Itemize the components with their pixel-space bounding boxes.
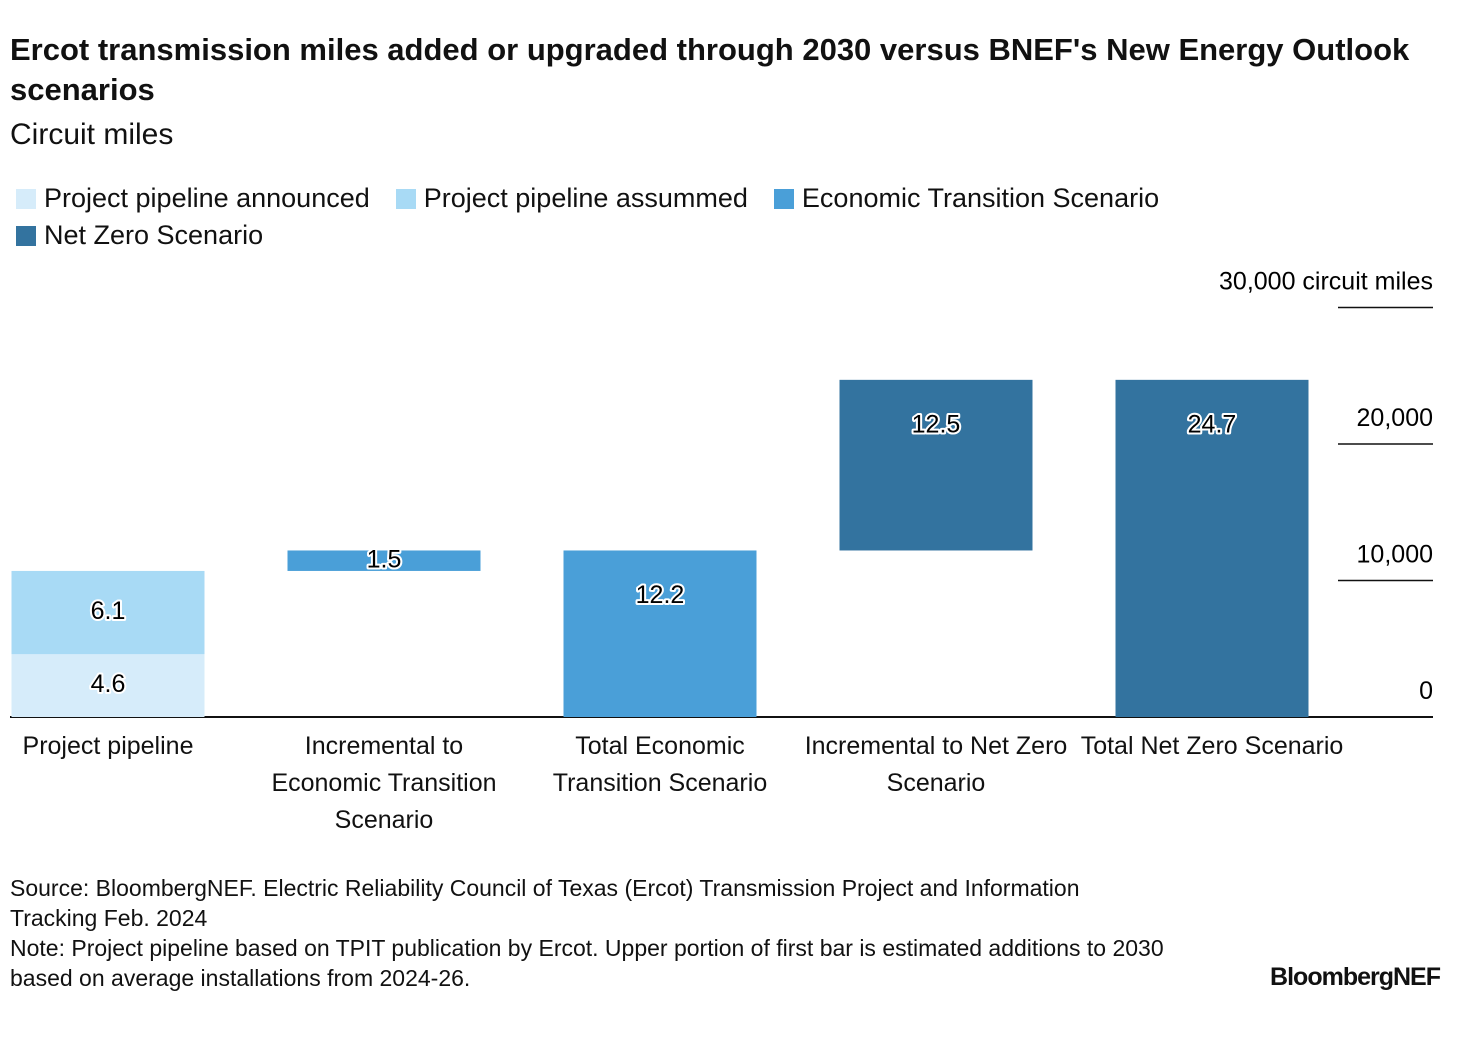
data-label: 4.6 <box>91 670 126 698</box>
x-tick-label: Total Economic Transition Scenario <box>552 732 768 797</box>
data-label: 6.1 <box>91 597 126 625</box>
bar <box>11 570 205 655</box>
bar <box>1115 379 1309 717</box>
y-tick-label: 20,000 <box>1357 404 1433 432</box>
legend-label: Project pipeline assummed <box>423 183 748 213</box>
bar <box>563 550 757 717</box>
y-tick-label: 0 <box>1419 677 1433 705</box>
legend-swatch <box>16 188 36 209</box>
data-label: 24.7 <box>1188 410 1237 438</box>
legend-label: Economic Transition Scenario <box>801 183 1160 213</box>
legend-label: Net Zero Scenario <box>44 220 264 250</box>
x-tick-label: Incremental to Net Zero Scenario <box>804 732 1068 797</box>
data-label: 12.5 <box>912 410 961 438</box>
legend: Project pipeline announced Project pipeli… <box>10 180 1310 254</box>
legend-item: Project pipeline announced <box>10 180 370 217</box>
note: Note: Project pipeline based on TPIT pub… <box>10 935 1164 991</box>
legend-swatch <box>395 188 416 209</box>
x-tick-label: Project pipeline <box>22 732 194 760</box>
x-tick-label: Total Net Zero Scenario <box>1080 732 1344 760</box>
legend-item: Economic Transition Scenario <box>768 180 1159 217</box>
legend-label: Project pipeline announced <box>44 183 370 213</box>
legend-swatch <box>773 188 794 209</box>
bar <box>11 654 205 717</box>
legend-item: Project pipeline assummed <box>390 180 748 217</box>
legend-item: Net Zero Scenario <box>10 217 263 254</box>
x-tick-label: Incremental to Economic Transition Scena… <box>271 732 497 834</box>
data-label: 1.5 <box>367 545 402 573</box>
y-tick-label: 30,000 circuit miles <box>1219 268 1433 296</box>
chart-subtitle: Circuit miles <box>10 118 174 151</box>
y-tick-label: 10,000 <box>1357 541 1433 569</box>
bar <box>839 379 1033 551</box>
data-label: 12.2 <box>636 581 685 609</box>
chart-title: Ercot transmission miles added or upgrad… <box>10 32 1410 107</box>
source-note: Source: BloombergNEF. Electric Reliabili… <box>10 875 1080 931</box>
branding: BloombergNEF <box>1270 963 1441 991</box>
bar <box>287 550 481 571</box>
legend-swatch <box>16 225 36 246</box>
